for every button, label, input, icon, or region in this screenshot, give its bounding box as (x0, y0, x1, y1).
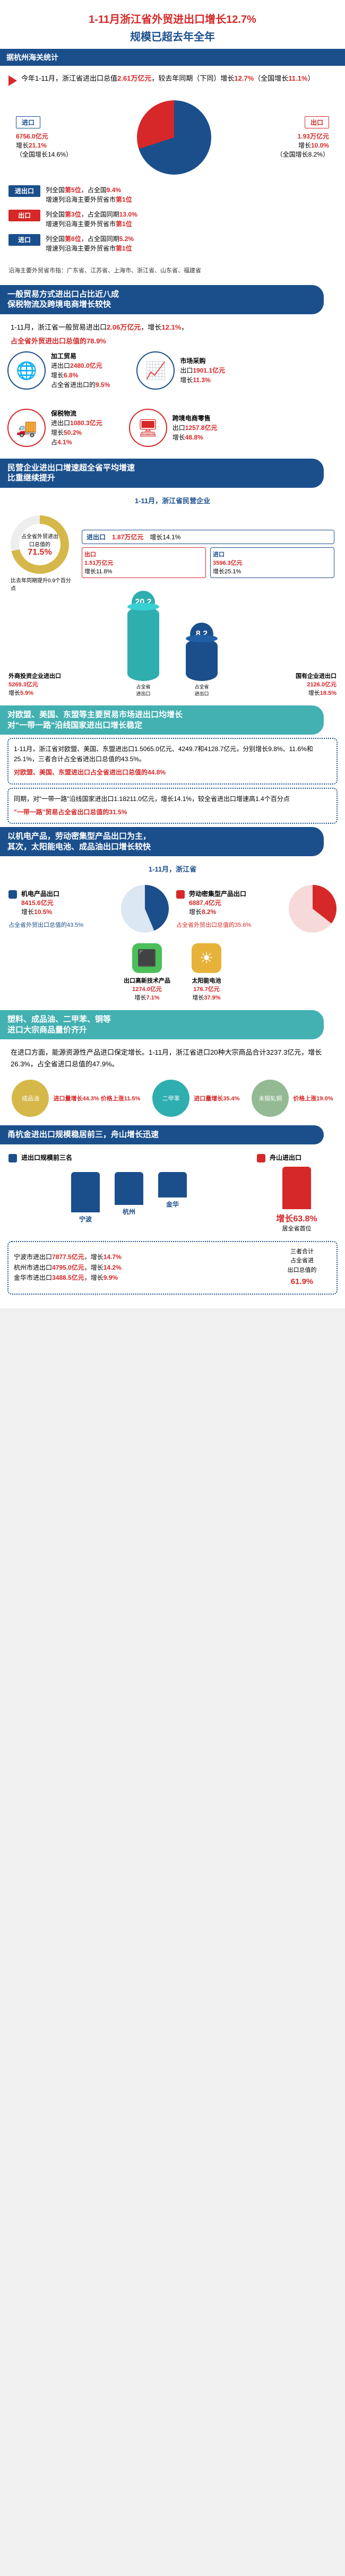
import-growth: 增长21.1% (16, 142, 47, 149)
city-icon-2 (115, 1172, 143, 1205)
rank2-body: 列全国第3位，占全国同期13.0%增速列沿海主要外贸省市第1位 (46, 210, 337, 229)
solar-icon: ☀ (192, 943, 221, 973)
rank2-head: 出口 (8, 210, 40, 221)
pill1-text: 加工贸易进出口2480.0亿元增长6.8%占全省进出口的9.5% (51, 351, 110, 390)
b1-text: 1-11月，浙江省一般贸易进出口2.06万亿元，增长12.1%， 占全省外贸进出… (0, 317, 345, 351)
title-line1: 1-11月浙江省外贸进出口增长12.7% (6, 11, 339, 26)
city-icon-1 (71, 1172, 100, 1212)
pie-chart (137, 100, 211, 175)
mech-row: 机电产品出口8415.6亿元增长10.5% 占全省外贸出口总值的43.5% 劳动… (0, 880, 345, 938)
export-badge: 出口 (305, 116, 329, 128)
banner-trade-type: 一般贸易方式进出口占比近八成保税物流及跨境电商增长较快 (0, 285, 324, 314)
arrow-icon (8, 75, 17, 86)
market-icon: 📈 (136, 351, 175, 390)
import-note: （全国增长14.6%） (16, 151, 72, 158)
banner-private: 民营企业进出口增速超全省平均增速比重继续提升 (0, 459, 324, 488)
pill2-text: 市场采购出口1901.1亿元增长11.3% (180, 356, 225, 385)
export-column: 出口 1.93万亿元 增长10.0% （全国增长8.2%） (277, 116, 329, 159)
rank3-body: 列全国第6位，占全国同期5.2%增速列沿海主要外贸省市第1位 (46, 234, 337, 253)
state-growth: 增长18.5% (308, 690, 337, 696)
mech-pie (121, 885, 169, 933)
cylinder-chart: 外商投资企业进出口 5269.3亿元 增长5.9% 20.2 占全省进出口 8.… (0, 596, 345, 702)
city-line-3: 金华市进出口3488.5亿元，增长9.9% (14, 1273, 265, 1283)
city-icon-3 (158, 1172, 187, 1197)
export-value: 1.93万亿元 (298, 133, 329, 140)
ecommerce-icon: 🖥 (129, 409, 167, 447)
import-column: 进口 6756.0亿元 增长21.1% （全国增长14.6%） (16, 116, 72, 159)
tech-solar-row: ⬛ 出口高新技术产品 1274.0亿元 增长7.1% ☀ 太阳能电池 176.7… (0, 938, 345, 1007)
b3-box1: 1-11月，浙江省对欧盟、美国、东盟进出口1.5065.0亿元、4249.7和4… (7, 738, 338, 785)
banner-products: 以机电产品，劳动密集型产品出口为主，其次，太阳能电池、成品油出口增长较快 (0, 827, 324, 856)
rank1-body: 列全国第5位，占全国9.4%增速列沿海主要外贸省市第1位 (46, 185, 337, 204)
source-bar: 据杭州海关统计 (0, 49, 345, 66)
city-line-1: 宁波市进出口7877.5亿元，增长14.7% (14, 1252, 265, 1262)
pill4-text: 跨境电商零售出口1257.8亿元增长48.8% (172, 413, 218, 442)
city-detail-box: 宁波市进出口7877.5亿元，增长14.7% 杭州市进出口4795.0亿元，增长… (7, 1241, 338, 1295)
intro-text: 今年1-11月，浙江省进出口总值2.61万亿元，较去年同期（下同）增长12.7%… (21, 73, 314, 84)
badge-copper: 未锻轧铜 (252, 1080, 289, 1117)
rank-footnote: 沿海主要外贸省市指：广东省、江苏省、上海市、浙江省、山东省、福建省 (0, 264, 345, 282)
rank1-head: 进出口 (8, 185, 40, 197)
title-line2: 规模已超去年全年 (6, 28, 339, 44)
share-note: 比去年同期提升0.9个百分点 (11, 576, 74, 592)
badge-xylene: 二甲苯 (152, 1080, 189, 1117)
private-stats: 进出口 1.87万亿元 增长14.1% 出口1.51万亿元增长11.8% 进口3… (82, 530, 334, 578)
b4-header: 1-11月，浙江省 (0, 859, 345, 880)
banner-commodity: 塑料、成品油、二甲苯、铜等进口大宗商品量价齐升 (0, 1010, 324, 1039)
banner-markets: 对欧盟、美国、东盟等主要贸易市场进出口均增长对"一带一路"沿线国家进出口增长稳定 (0, 705, 324, 735)
b2-header: 1-11月，浙江省民营企业 (0, 491, 345, 511)
pill3-text: 保税物流进出口1080.3亿元增长50.2%占4.1% (51, 409, 102, 447)
city-rank: 宁波 杭州 金华 (8, 1167, 249, 1229)
banner-cities: 甬杭金进出口规模稳居前三，舟山增长迅速 (0, 1125, 324, 1144)
export-growth: 增长10.0% (298, 142, 329, 149)
import-export-pie-area: 进口 6756.0亿元 增长21.1% （全国增长14.6%） 出口 1.93万… (0, 95, 345, 180)
labor-pie (289, 885, 337, 933)
rank3-head: 进口 (8, 234, 40, 246)
b5-text: 在进口方面，能源资源性产品进口保定增长。1-11月，浙江省进口20种大宗商品合计… (0, 1043, 345, 1074)
commodity-badges: 成品油 进口量增长44.3% 价格上涨11.5% 二甲苯 进口量增长35.4% … (0, 1074, 345, 1122)
main-title: 1-11月浙江省外贸进出口增长12.7% 规模已超去年全年 (0, 0, 345, 49)
share-circle: 占全省外贸进出口总值的 71.5% 比去年同期提升0.9个百分点 (11, 515, 74, 592)
foreign-growth: 增长5.9% (8, 690, 33, 696)
city-line-2: 杭州市进出口4795.0亿元，增长14.2% (14, 1263, 265, 1273)
rank-list: 进出口列全国第5位，占全国9.4%增速列沿海主要外贸省市第1位 出口列全国第3位… (0, 180, 345, 264)
globe-icon: 🌐 (7, 351, 46, 390)
cylinder-1: 20.2 (127, 607, 159, 681)
tech-icon: ⬛ (132, 943, 162, 973)
badge-oil: 成品油 (12, 1080, 49, 1117)
b3-box2: 同期，对"一带一路"沿线国家进出口1.18211.0亿元，增长14.1%，较全省… (7, 788, 338, 824)
cylinder-2: 8.2 (186, 639, 218, 681)
bonded-icon: 🚚 (7, 409, 46, 447)
infographic-page: 1-11月浙江省外贸进出口增长12.7% 规模已超去年全年 据杭州海关统计 今年… (0, 0, 345, 1308)
import-value: 6756.0亿元 (16, 133, 48, 140)
import-badge: 进口 (16, 116, 40, 128)
intro-section: 今年1-11月，浙江省进出口总值2.61万亿元，较去年同期（下同）增长12.7%… (0, 66, 345, 95)
trade-type-icons: 🌐加工贸易进出口2480.0亿元增长6.8%占全省进出口的9.5% 📈市场采购出… (0, 351, 345, 455)
export-note: （全国增长8.2%） (277, 151, 329, 158)
zhoushan-icon (282, 1167, 311, 1209)
